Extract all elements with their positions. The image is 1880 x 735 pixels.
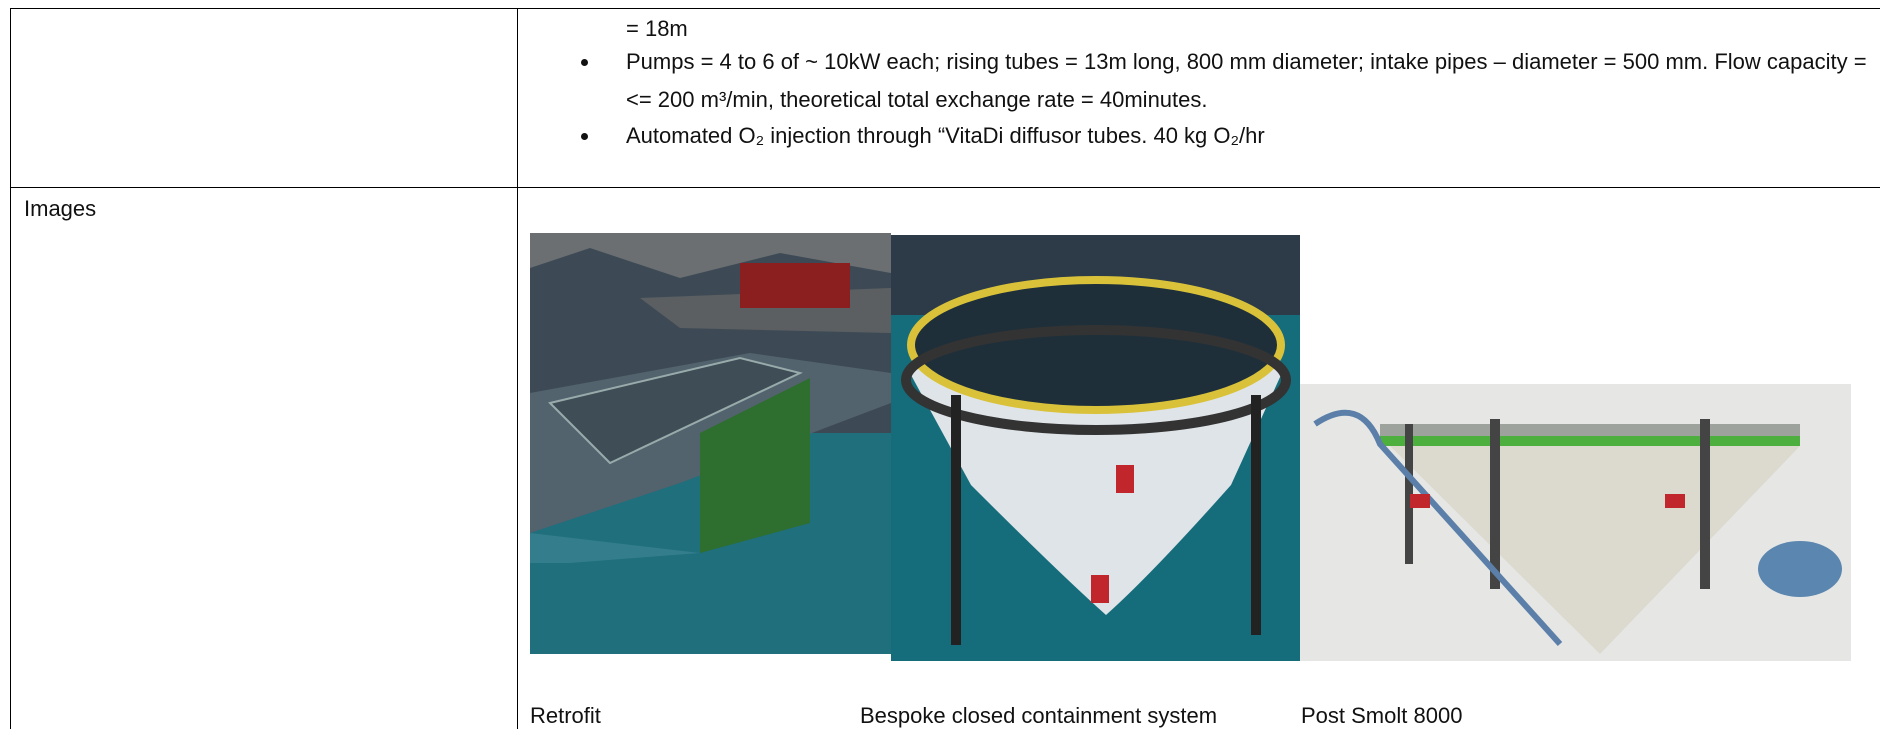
image-caption: Post Smolt 8000 — [1301, 703, 1463, 728]
image-bespoke — [891, 235, 1300, 661]
row-divider — [10, 187, 1880, 188]
table-border — [10, 8, 11, 729]
image-caption: Bespoke closed containment system — [860, 703, 1218, 728]
image-retrofit — [530, 233, 891, 654]
row-label: Images — [24, 196, 97, 221]
image-post-smolt — [1300, 384, 1851, 661]
bullet — [581, 133, 588, 140]
image-caption: Retrofit — [530, 703, 601, 728]
bullet-text: Automated O₂ injection through “VitaDi d… — [626, 123, 1265, 148]
column-divider — [517, 8, 518, 729]
bullet-text: Pumps = 4 to 6 of ~ 10kW each; rising tu… — [626, 49, 1867, 112]
bullet — [581, 59, 588, 66]
table-border — [10, 8, 1880, 9]
cell-text: = 18m — [626, 16, 688, 41]
